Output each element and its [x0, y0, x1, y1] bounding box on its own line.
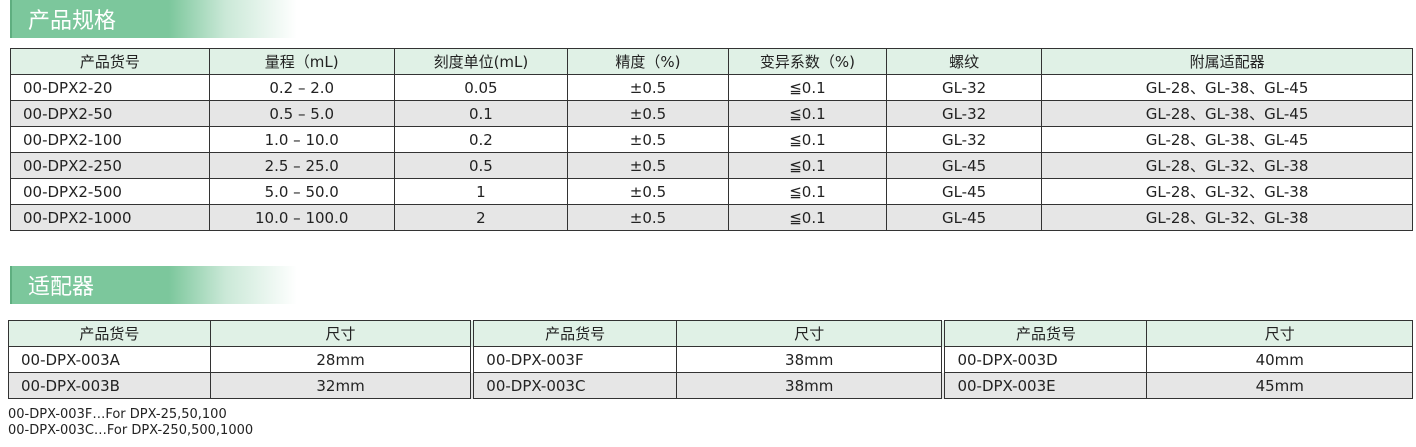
column-header: 变异系数（%) [727, 48, 888, 75]
table-row: 00-DPX2-500 5.0 – 50.0 1 ±0.5 ≦0.1 GL-45 GL-28… [10, 178, 1413, 205]
table-cell: 2.5 – 25.0 [208, 152, 395, 179]
column-header: 产品货号 [8, 320, 211, 347]
column-header: 量程（mL) [208, 48, 395, 75]
table-cell: GL-28、GL-32、GL-38 [1041, 204, 1413, 231]
table-cell: 38mm [675, 346, 944, 373]
column-header: 尺寸 [675, 320, 944, 347]
table-cell: 28mm [209, 346, 473, 373]
table-cell: ≦0.1 [727, 126, 888, 153]
table-cell: 0.5 [393, 152, 569, 179]
table-cell: 00-DPX-003E [941, 372, 1148, 399]
column-header: 螺纹 [886, 48, 1043, 75]
table-cell: ±0.5 [567, 152, 729, 179]
table-cell: 1 [393, 178, 569, 205]
table-cell: 1.0 – 10.0 [208, 126, 395, 153]
table-cell: 38mm [675, 372, 944, 399]
table-cell: GL-45 [886, 178, 1043, 205]
table-cell: 0.2 – 2.0 [208, 74, 395, 101]
column-header: 产品货号 [941, 320, 1148, 347]
column-header: 精度（%) [567, 48, 729, 75]
table-cell: ≦0.1 [727, 152, 888, 179]
column-header: 附属适配器 [1041, 48, 1413, 75]
column-header: 刻度单位(mL) [393, 48, 569, 75]
table-cell: ±0.5 [567, 74, 729, 101]
note: 00-DPX-003C…For DPX-250,500,1000 [8, 423, 254, 438]
specs-table: 产品货号 量程（mL) 刻度单位(mL) 精度（%) 变异系数（%) 螺纹 附属适配器 00-… [10, 48, 1413, 231]
table-cell: GL-45 [886, 152, 1043, 179]
table-cell: ≦0.1 [727, 178, 888, 205]
table-cell: GL-32 [886, 126, 1043, 153]
table-cell: 40mm [1146, 346, 1413, 373]
table-cell: 00-DPX2-20 [10, 74, 210, 101]
column-header: 尺寸 [1146, 320, 1413, 347]
table-cell: GL-32 [886, 74, 1043, 101]
table-cell: 45mm [1146, 372, 1413, 399]
table-cell: 32mm [209, 372, 473, 399]
table-cell: GL-28、GL-32、GL-38 [1041, 152, 1413, 179]
table-cell: 00-DPX2-500 [10, 178, 210, 205]
table-cell: 00-DPX2-50 [10, 100, 210, 127]
table-cell: GL-32 [886, 100, 1043, 127]
section-banner-specs: 产品规格 [10, 0, 297, 38]
table-cell: GL-28、GL-38、GL-45 [1041, 74, 1413, 101]
table-cell: GL-45 [886, 204, 1043, 231]
table-cell: 2 [393, 204, 569, 231]
table-cell: 00-DPX-003B [8, 372, 211, 399]
table-cell: 00-DPX2-1000 [10, 204, 210, 231]
table-row: 00-DPX2-20 0.2 – 2.0 0.05 ±0.5 ≦0.1 GL-32 GL-2… [10, 74, 1413, 101]
table-cell: ±0.5 [567, 126, 729, 153]
table-cell: 0.1 [393, 100, 569, 127]
section-banner-adapters: 适配器 [10, 266, 297, 304]
table-cell: 5.0 – 50.0 [208, 178, 395, 205]
table-cell: 00-DPX2-250 [10, 152, 210, 179]
table-cell: ≦0.1 [727, 74, 888, 101]
table-cell: 00-DPX-003F [470, 346, 677, 373]
table-cell: ≦0.1 [727, 204, 888, 231]
table-cell: 00-DPX-003D [941, 346, 1148, 373]
table-row: 00-DPX-003B 32mm 00-DPX-003C 38mm 00-DPX-003… [8, 372, 1413, 399]
table-cell: 00-DPX-003A [8, 346, 211, 373]
table-cell: ±0.5 [567, 100, 729, 127]
notes: 00-DPX-003F…For DPX-25,50,100 00-DPX-003… [8, 407, 253, 439]
table-cell: ±0.5 [567, 204, 729, 231]
adapters-table: 产品货号 尺寸 产品货号 尺寸 产品货号 尺寸 00-DPX-003A 28mm 00-DPX-… [8, 320, 1413, 399]
table-row: 00-DPX2-250 2.5 – 25.0 0.5 ±0.5 ≦0.1 GL-45 GL-… [10, 152, 1413, 179]
section-title: 产品规格 [28, 9, 117, 34]
table-cell: 10.0 – 100.0 [208, 204, 395, 231]
note: 00-DPX-003F…For DPX-25,50,100 [8, 407, 227, 422]
table-cell: 0.05 [393, 74, 569, 101]
table-cell: GL-28、GL-32、GL-38 [1041, 178, 1413, 205]
table-cell: ±0.5 [567, 178, 729, 205]
section-title: 适配器 [28, 275, 95, 300]
table-row: 00-DPX2-1000 10.0 – 100.0 2 ±0.5 ≦0.1 GL-45 GL… [10, 204, 1413, 231]
table-cell: 00-DPX-003C [470, 372, 677, 399]
table-cell: GL-28、GL-38、GL-45 [1041, 100, 1413, 127]
table-cell: GL-28、GL-38、GL-45 [1041, 126, 1413, 153]
table-cell: 00-DPX2-100 [10, 126, 210, 153]
column-header: 产品货号 [10, 48, 210, 75]
table-cell: ≦0.1 [727, 100, 888, 127]
table-cell: 0.5 – 5.0 [208, 100, 395, 127]
table-row: 00-DPX2-100 1.0 – 10.0 0.2 ±0.5 ≦0.1 GL-32 GL-… [10, 126, 1413, 153]
column-header: 尺寸 [209, 320, 473, 347]
table-row: 00-DPX-003A 28mm 00-DPX-003F 38mm 00-DPX-003… [8, 346, 1413, 373]
column-header: 产品货号 [470, 320, 677, 347]
table-cell: 0.2 [393, 126, 569, 153]
table-row: 00-DPX2-50 0.5 – 5.0 0.1 ±0.5 ≦0.1 GL-32 GL-28… [10, 100, 1413, 127]
